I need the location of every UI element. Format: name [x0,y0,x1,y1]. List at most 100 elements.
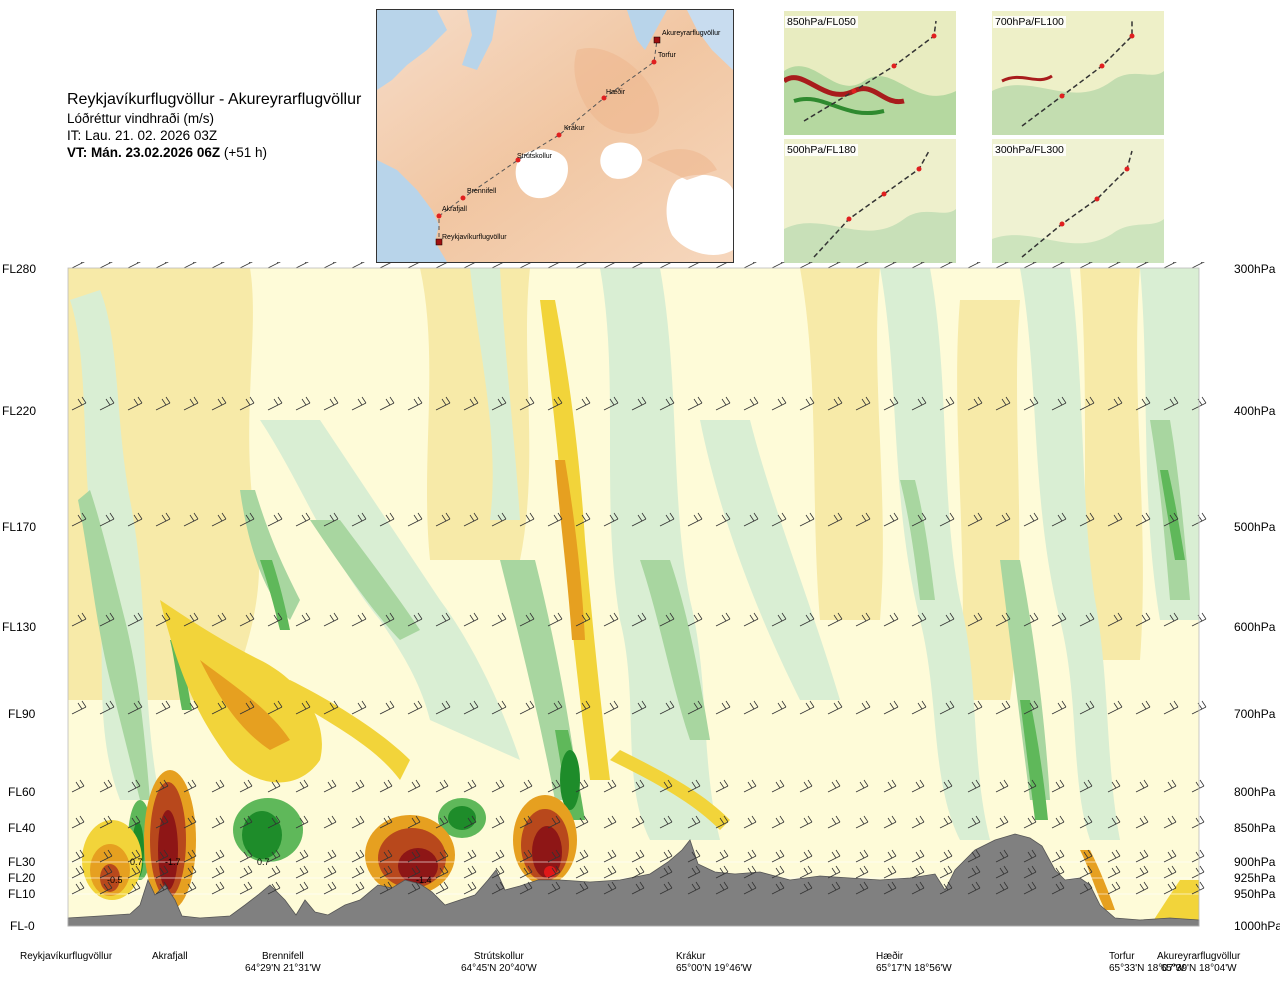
wind-barb [211,612,227,627]
chart-header: Reykjavíkurflugvöllur - Akureyrarflugvöl… [67,90,377,161]
wind-barb [267,815,281,829]
wind-barb [519,700,535,715]
wind-barb [71,815,85,829]
wind-barb [771,779,785,793]
wind-barb [379,881,393,895]
wind-barb [407,881,421,895]
wind-barb [1023,849,1037,863]
wind-barb [827,262,841,269]
wind-barb [687,815,701,829]
wind-barb [659,396,675,411]
wind-barb [771,849,785,863]
wind-barb [883,815,897,829]
wind-barb [211,779,225,793]
wind-barb [547,849,561,863]
wind-barb [183,779,197,793]
annotation-label: 0.7 [130,857,143,867]
wind-barb [379,849,393,863]
wind-barb [1023,815,1037,829]
wind-barb [715,396,731,411]
wind-barb [911,396,927,411]
wind-barb [799,262,813,269]
wind-barb [1023,865,1037,879]
wind-barb [1107,396,1123,411]
wind-barb [1079,815,1093,829]
wind-barb [715,779,729,793]
wind-barb [463,396,479,411]
wind-barb [1135,396,1151,411]
wind-barb [1079,262,1093,269]
wind-barb [295,849,309,863]
wind-barb [799,881,813,895]
wind-barb [771,865,785,879]
wind-barb [491,612,507,627]
hpa-label: 500hPa [1234,520,1276,534]
wind-barb [1107,849,1121,863]
wind-barb [1051,262,1065,269]
wind-barb [435,396,451,411]
minimap-label: 300hPa/FL300 [993,144,1066,156]
wind-barb [771,612,787,627]
wind-barb [939,815,953,829]
wind-barb [491,396,507,411]
wind-barb [519,881,533,895]
wind-barb [939,779,953,793]
hpa-label: 600hPa [1234,620,1276,634]
station-label: Brennifell 64°29'N 21°31'W [245,951,321,974]
wind-barb [491,849,505,863]
wind-barb [687,865,701,879]
wind-barb [183,815,197,829]
wind-barb [547,612,563,627]
wind-barb [267,881,281,895]
wind-barb [631,865,645,879]
minimap-label: 700hPa/FL100 [993,16,1066,28]
wind-barb [407,700,423,715]
hpa-label: 925hPa [1234,871,1276,885]
wind-barb [967,700,983,715]
map-label-torfur: Torfur [658,52,677,59]
wind-barb [1107,865,1121,879]
wind-barb [407,779,421,793]
wind-barb [575,815,589,829]
wind-barb [1163,612,1179,627]
minimap-500hpa: 500hPa/FL180 [784,139,956,263]
wind-barb [351,865,365,879]
station-label: Torfur 65°33'N 18°07'W [1109,951,1185,974]
wind-barb [603,512,619,527]
hpa-label: 300hPa [1234,262,1276,276]
wind-barb [743,779,757,793]
map-label-akureyri: Akureyrarflugvöllur [662,30,721,37]
wind-barb [855,396,871,411]
wind-barb [743,865,757,879]
map-label-reykjavik: Reykjavíkurflugvöllur [442,234,507,241]
station-label: Strútskollur 64°45'N 20°40'W [461,951,537,974]
wind-barb [659,262,673,269]
wind-barb [267,396,283,411]
minimap-850hpa: 850hPa/FL050 [784,11,956,135]
wind-barb [99,865,113,879]
wind-barb [659,849,673,863]
wind-barb [211,396,227,411]
wind-barb [967,865,981,879]
wind-barb [799,612,815,627]
wind-barb [239,396,255,411]
wind-barb [1107,881,1121,895]
wind-barb [547,779,561,793]
fl-label: FL170 [2,520,37,534]
wind-barb [715,700,731,715]
wind-barb [127,865,141,879]
wind-barb [799,700,815,715]
wind-barb [715,512,731,527]
wind-barb [379,512,395,527]
wind-barb [183,865,197,879]
wind-barb [1079,700,1095,715]
wind-barb [519,815,533,829]
station-label: Akrafjall [152,951,188,962]
wind-barb [267,865,281,879]
wind-barb [911,881,925,895]
wind-barb [71,512,87,527]
wind-barb [323,849,337,863]
wind-barb [743,396,759,411]
parameter-label: Lóðréttur vindhraði (m/s) [67,111,215,126]
wind-barb [351,512,367,527]
